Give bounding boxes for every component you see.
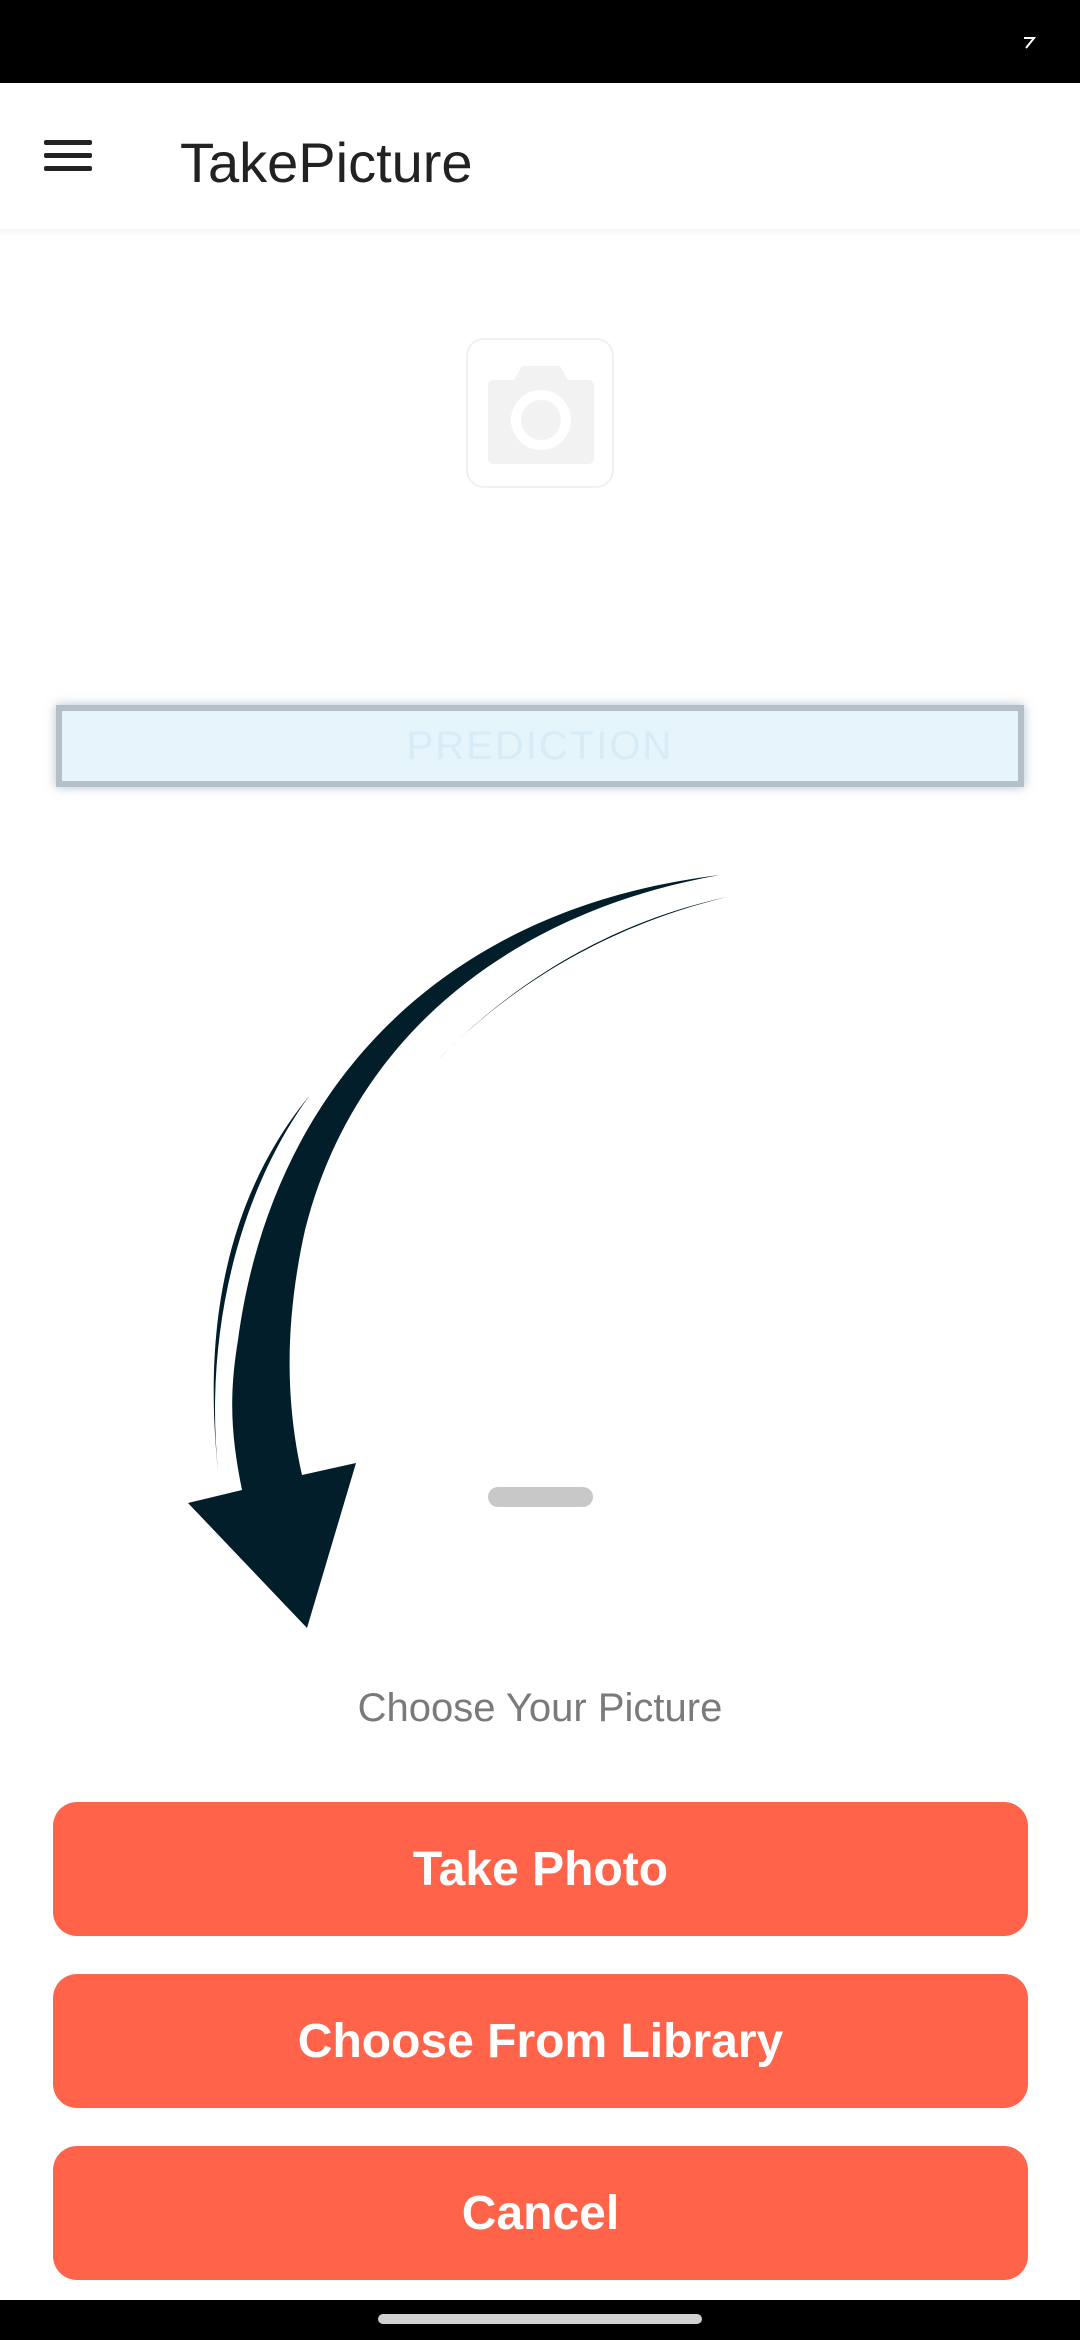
page-title: TakePicture [180, 131, 473, 194]
prediction-label: PREDICTION [406, 723, 674, 768]
menu-icon[interactable] [44, 138, 92, 174]
sheet-handle[interactable] [488, 1487, 593, 1507]
cancel-button[interactable]: Cancel [53, 2146, 1028, 2280]
home-indicator[interactable] [378, 2314, 702, 2324]
prediction-field: PREDICTION [56, 705, 1024, 787]
take-photo-button[interactable]: Take Photo [53, 1802, 1028, 1936]
navigation-bar [0, 2300, 1080, 2340]
camera-icon [488, 366, 594, 464]
status-bar [0, 0, 1080, 83]
signal-icon [1024, 37, 1036, 49]
image-placeholder[interactable] [466, 338, 614, 488]
sheet-title: Choose Your Picture [357, 1686, 723, 1730]
choose-from-library-button[interactable]: Choose From Library [53, 1974, 1028, 2108]
app-bar-divider [0, 229, 1080, 237]
app-bar: TakePicture [0, 83, 1080, 233]
